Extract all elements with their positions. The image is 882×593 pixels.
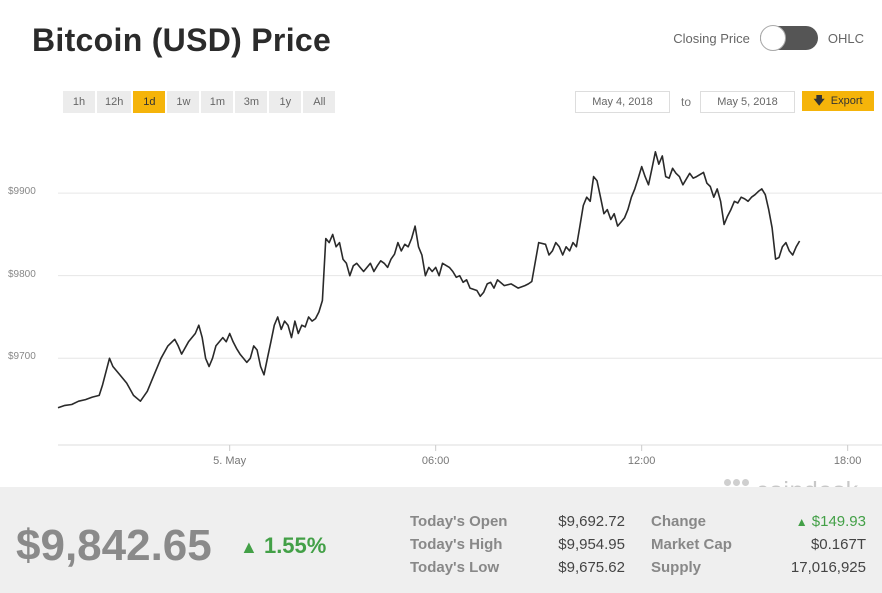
up-triangle-icon: ▲ (795, 515, 808, 529)
export-label: Export (830, 95, 863, 107)
date-range-separator: to (681, 95, 692, 109)
stat-label-supply: Supply (651, 559, 702, 576)
price-mode-toggle-group: Closing Price OHLC (673, 25, 864, 51)
range-button-1h[interactable]: 1h (63, 91, 95, 113)
stat-label-market-cap: Market Cap (651, 536, 732, 553)
stat-label-change: Change (651, 513, 707, 530)
stat-label-low: Today's Low (410, 559, 500, 576)
page-title: Bitcoin (USD) Price (32, 22, 332, 58)
closing-ohlc-toggle[interactable] (759, 25, 818, 51)
price-change-percent-value: 1.55% (263, 533, 327, 558)
export-button[interactable]: 🡇 Export (802, 91, 874, 111)
toggle-label-closing: Closing Price (673, 30, 750, 46)
x-tick-label: 5. May (213, 455, 247, 467)
price-series-line (57, 150, 801, 409)
stat-value-low: $9,675.62 (558, 559, 625, 576)
range-selector: 1h 12h 1d 1w 1m 3m 1y All (63, 91, 336, 113)
range-button-1w[interactable]: 1w (167, 91, 200, 113)
price-change-percent: ▲ 1.55% (240, 533, 326, 559)
current-price: $9,842.65 (16, 521, 212, 570)
price-summary-panel: $9,842.65 ▲ 1.55% Today's Open Today's H… (0, 487, 882, 593)
x-tick-label: 06:00 (421, 455, 450, 467)
up-triangle-icon: ▲ (240, 537, 258, 557)
stat-value-high: $9,954.95 (558, 536, 625, 553)
range-button-1y[interactable]: 1y (269, 91, 302, 113)
toggle-knob (759, 25, 786, 51)
toggle-label-ohlc: OHLC (827, 30, 864, 46)
range-button-12h[interactable]: 12h (97, 91, 132, 113)
stat-label-open: Today's Open (410, 513, 508, 530)
range-button-all[interactable]: All (303, 91, 336, 113)
stat-value-change: ▲ $149.93 (796, 513, 866, 530)
range-button-1d[interactable]: 1d (133, 91, 166, 113)
download-arrow-icon: 🡇 (813, 94, 825, 107)
stat-value-market-cap: $0.167T (810, 536, 866, 553)
x-tick-label: 12:00 (627, 455, 656, 467)
range-button-3m[interactable]: 3m (235, 91, 268, 113)
y-tick-label: $9700 (8, 351, 36, 363)
x-tick-label: 18:00 (833, 455, 862, 467)
stat-value-supply: 17,016,925 (790, 559, 866, 576)
date-from-input[interactable]: May 4, 2018 (575, 91, 670, 113)
stat-value-open: $9,692.72 (558, 513, 625, 530)
stat-value-change-amount: $149.93 (811, 513, 866, 530)
stat-label-high: Today's High (410, 536, 503, 553)
y-tick-label: $9900 (8, 186, 36, 198)
date-to-input[interactable]: May 5, 2018 (700, 91, 795, 113)
price-chart-svg (57, 150, 882, 451)
range-button-1m[interactable]: 1m (201, 91, 234, 113)
y-tick-label: $9800 (8, 268, 36, 280)
